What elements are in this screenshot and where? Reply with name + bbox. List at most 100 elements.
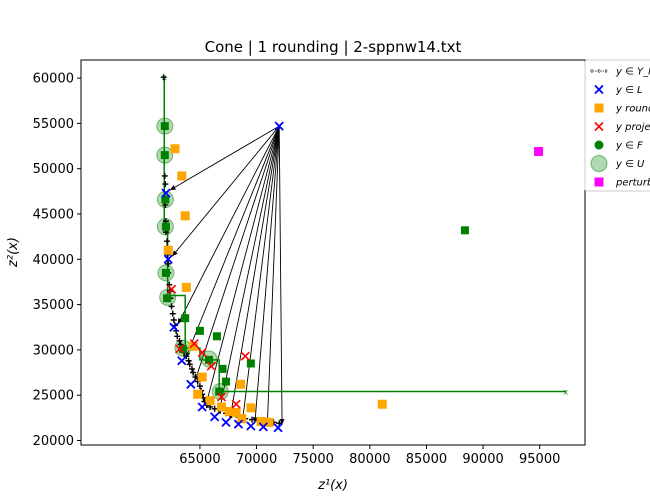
legend-swatch-F bbox=[594, 140, 604, 150]
point-L bbox=[197, 402, 207, 412]
point-rounded bbox=[256, 416, 266, 426]
point-YN bbox=[168, 303, 175, 310]
point-YN bbox=[174, 333, 181, 340]
point-L bbox=[273, 423, 283, 433]
point-F bbox=[246, 359, 255, 368]
y-axis-label: z²(x) bbox=[6, 237, 21, 268]
point-YN bbox=[160, 74, 167, 81]
point-L bbox=[210, 412, 220, 422]
point-rounded bbox=[231, 407, 241, 417]
point-L bbox=[169, 322, 179, 332]
x-tick-label: 65000 bbox=[179, 452, 220, 467]
point-F bbox=[204, 355, 213, 364]
cone-arrow bbox=[205, 126, 280, 405]
point-rounded bbox=[180, 211, 190, 221]
point-rounded bbox=[237, 414, 247, 424]
cone-arrow bbox=[240, 126, 280, 422]
point-F bbox=[221, 377, 230, 386]
point-F bbox=[181, 314, 190, 323]
x-tick-label: 80000 bbox=[349, 452, 390, 467]
legend-swatch-YN bbox=[590, 69, 608, 73]
cone-arrow bbox=[265, 126, 280, 424]
point-YN bbox=[176, 337, 183, 344]
point-F bbox=[212, 332, 221, 341]
point-F bbox=[218, 364, 227, 373]
chart-title: Cone | 1 rounding | 2-sppnw14.txt bbox=[205, 38, 462, 56]
point-YN bbox=[165, 260, 172, 267]
point-rounded bbox=[163, 245, 173, 255]
cone-arrow bbox=[171, 125, 280, 257]
point-L bbox=[233, 419, 244, 429]
x-axis: 65000 70000 75000 80000 85000 90000 95000 bbox=[179, 445, 560, 467]
x-tick-label: 70000 bbox=[236, 452, 277, 467]
point-YN bbox=[196, 383, 203, 390]
legend-label: perturbed bbox=[615, 178, 650, 189]
y-axis: 20000 25000 30000 35000 40000 45000 50000 55000… bbox=[33, 72, 81, 449]
point-rounded bbox=[193, 389, 203, 399]
y-tick-label: 30000 bbox=[33, 343, 74, 358]
point-rounded bbox=[188, 341, 198, 351]
point-F bbox=[460, 226, 469, 235]
point-YN bbox=[185, 357, 192, 364]
point-F bbox=[163, 294, 172, 303]
point-YN bbox=[276, 420, 283, 427]
point-L bbox=[161, 188, 171, 198]
point-projected bbox=[216, 392, 227, 402]
point-F bbox=[195, 326, 204, 335]
cone-arrow bbox=[228, 126, 280, 420]
legend-label: y ∈ U bbox=[615, 159, 645, 170]
point-rounded bbox=[377, 399, 387, 409]
point-YN bbox=[211, 405, 218, 412]
legend-label: y projected bbox=[615, 122, 650, 133]
point-projected bbox=[231, 399, 241, 409]
legend-label: y rounded bbox=[615, 104, 650, 115]
point-projected bbox=[174, 344, 185, 354]
point-YN bbox=[194, 378, 201, 385]
point-YN bbox=[164, 238, 171, 245]
legend-label: y ∈ Y_N bbox=[615, 67, 650, 78]
point-projected bbox=[167, 284, 177, 294]
point-YN bbox=[192, 374, 199, 381]
staircase-line bbox=[163, 77, 566, 393]
point-rounded bbox=[177, 171, 187, 181]
point-rounded bbox=[216, 402, 226, 412]
point-F bbox=[160, 122, 169, 131]
point-L bbox=[246, 421, 256, 431]
plot-area: xx bbox=[156, 73, 568, 433]
point-F bbox=[161, 268, 170, 277]
point-F bbox=[161, 195, 170, 204]
point-rounded bbox=[264, 417, 274, 427]
point-rounded bbox=[181, 282, 191, 292]
cone-arrow bbox=[252, 126, 280, 424]
point-YN bbox=[249, 416, 256, 423]
y-tick-label: 55000 bbox=[33, 117, 74, 132]
legend-label: y ∈ F bbox=[615, 141, 643, 152]
point-YN bbox=[161, 172, 168, 179]
x-axis-label: z¹(x) bbox=[317, 478, 348, 493]
x-tick-label: 90000 bbox=[462, 452, 503, 467]
point-L bbox=[163, 254, 173, 264]
legend-swatch-rounded bbox=[594, 103, 604, 113]
y-tick-label: 25000 bbox=[33, 389, 74, 404]
point-YN bbox=[190, 369, 197, 376]
point-perturbed bbox=[534, 146, 544, 156]
x-tick-label: 85000 bbox=[406, 452, 447, 467]
point-projected bbox=[189, 338, 199, 349]
cone-arrow bbox=[194, 125, 280, 382]
point-L bbox=[177, 356, 187, 366]
point-projected bbox=[206, 361, 216, 371]
point-L bbox=[186, 379, 196, 389]
point-YN bbox=[169, 310, 176, 317]
cone-arrow bbox=[169, 125, 280, 191]
point-F bbox=[178, 344, 187, 353]
y-tick-label: 50000 bbox=[33, 162, 74, 177]
point-rounded bbox=[205, 396, 215, 406]
staircase-end-marker: x bbox=[563, 388, 568, 397]
cone-arrow bbox=[177, 125, 280, 325]
point-F bbox=[160, 151, 169, 160]
point-YN bbox=[170, 316, 177, 323]
point-L bbox=[221, 417, 231, 427]
legend: y ∈ Y_Ny ∈ L y rounded y projected y ∈ F y ∈… bbox=[584, 59, 650, 192]
point-projected bbox=[197, 348, 207, 358]
